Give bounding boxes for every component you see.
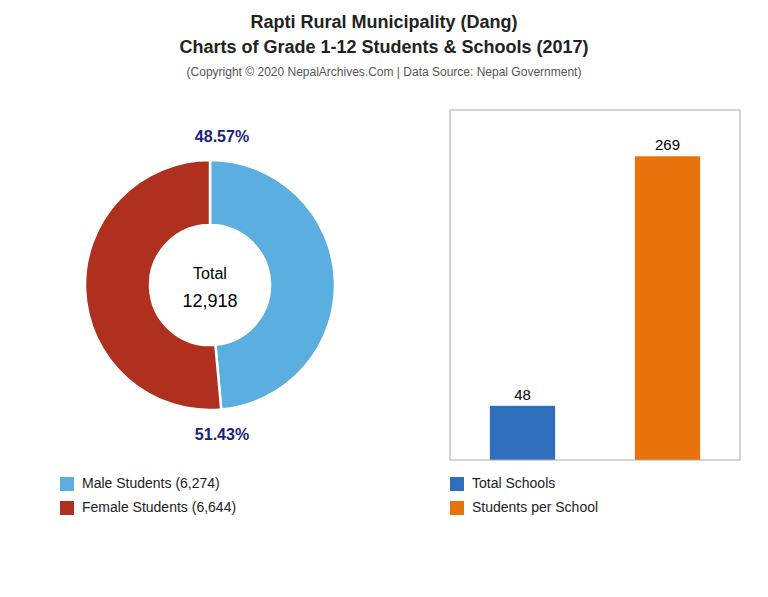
- legend-swatch: [60, 501, 74, 515]
- chart-root: Rapti Rural Municipality (Dang) Charts of…: [0, 0, 768, 597]
- slice: [210, 160, 335, 409]
- legend-label: Male Students (6,274): [82, 475, 220, 491]
- legend: Male Students (6,274) Female Students (6,…: [60, 475, 236, 515]
- bar: [490, 406, 555, 460]
- bar: [635, 156, 700, 460]
- legend-swatch: [450, 477, 464, 491]
- title: Rapti Rural Municipality (Dang): [250, 12, 517, 32]
- data-label: 48: [514, 386, 531, 403]
- legend-swatch: [450, 501, 464, 515]
- data-label: 269: [655, 136, 680, 153]
- data-label: 51.43%: [195, 426, 249, 443]
- title: Charts of Grade 1-12 Students & Schools …: [179, 37, 588, 57]
- slices: [85, 160, 335, 410]
- data-label: 48.57%: [195, 128, 249, 145]
- legend-label: Female Students (6,644): [82, 499, 236, 515]
- chart-pie: 48.57% 51.43% Total 12,918 Male Students (6,…: [60, 128, 335, 515]
- subtitle: (Copyright © 2020 NepalArchives.Com | Da…: [187, 65, 582, 79]
- bars: [490, 156, 700, 460]
- legend: Total Schools Students per School: [450, 475, 598, 515]
- slice: [85, 160, 221, 410]
- center-label: Total: [193, 265, 227, 282]
- legend-label: Total Schools: [472, 475, 555, 491]
- chart-bar: 48 269 Total Schools Students per School: [450, 110, 740, 515]
- legend-label: Students per School: [472, 499, 598, 515]
- center-label: 12,918: [182, 291, 237, 311]
- legend-swatch: [60, 477, 74, 491]
- plot-frame: [450, 110, 740, 460]
